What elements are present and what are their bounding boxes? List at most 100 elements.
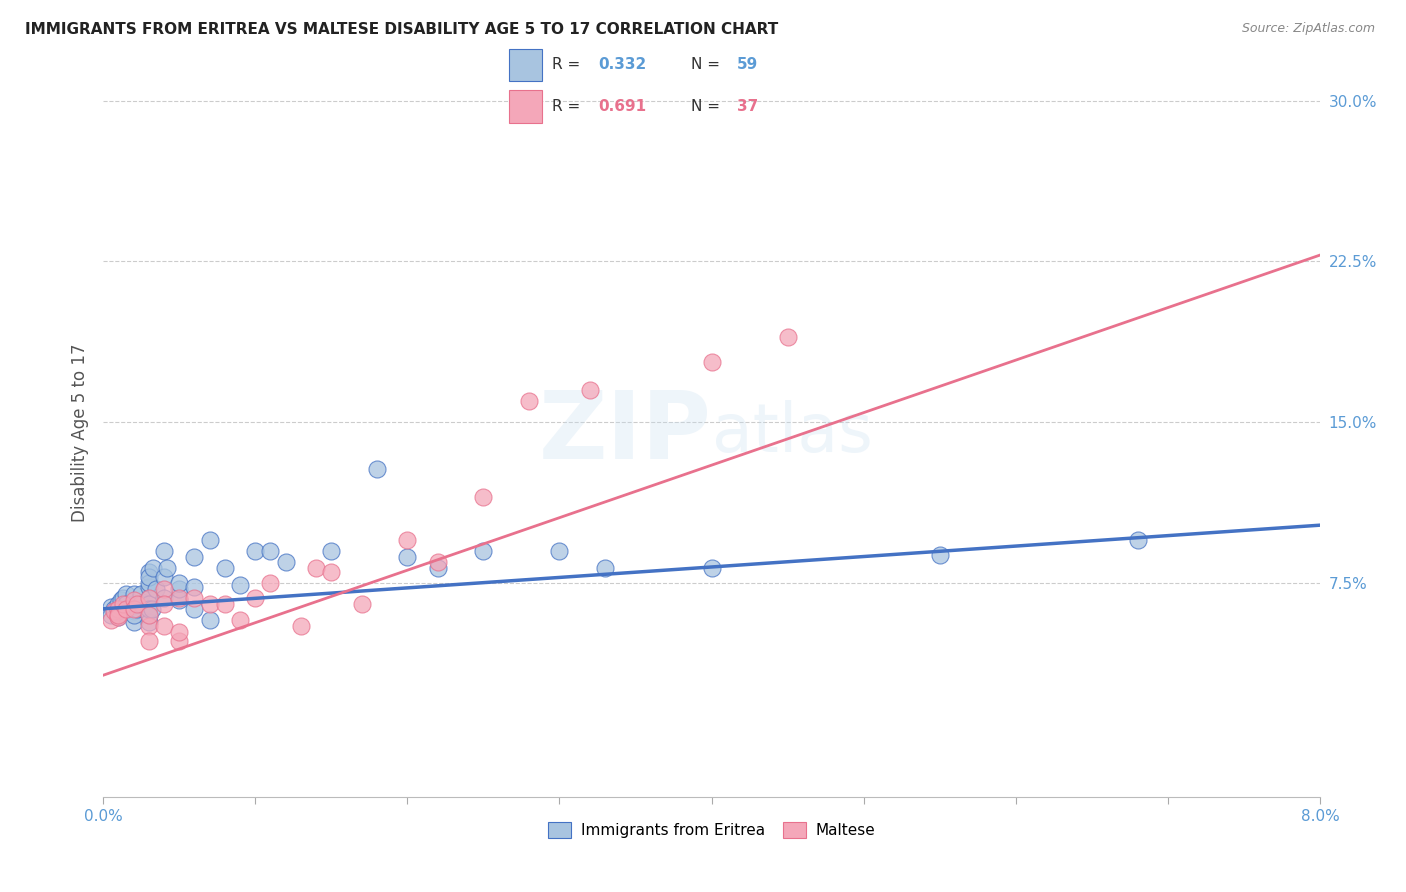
Point: [138, 591, 160, 605]
Point: [245, 591, 267, 605]
Point: [107, 610, 129, 624]
Point: [396, 550, 419, 565]
Text: 0.691: 0.691: [599, 99, 647, 114]
Point: [107, 610, 129, 624]
Point: [156, 561, 179, 575]
Point: [153, 582, 176, 597]
Text: atlas: atlas: [711, 400, 873, 466]
Point: [138, 598, 160, 612]
Point: [321, 566, 343, 580]
Text: R =: R =: [553, 99, 585, 114]
Point: [122, 608, 145, 623]
Point: [700, 561, 723, 575]
Point: [321, 544, 343, 558]
Point: [183, 580, 205, 594]
Point: [107, 601, 129, 615]
Point: [153, 619, 176, 633]
Point: [129, 587, 152, 601]
Point: [115, 598, 138, 612]
Point: [167, 625, 190, 640]
Point: [593, 561, 616, 575]
Point: [115, 601, 138, 615]
Point: [214, 598, 236, 612]
Point: [122, 604, 145, 618]
Point: [259, 576, 281, 591]
Point: [198, 598, 221, 612]
Point: [472, 544, 495, 558]
Point: [111, 591, 134, 605]
Point: [198, 533, 221, 548]
Point: [153, 544, 176, 558]
Point: [153, 598, 176, 612]
Text: R =: R =: [553, 57, 585, 72]
Point: [198, 613, 221, 627]
Point: [138, 619, 160, 633]
Point: [366, 462, 388, 476]
Point: [167, 591, 190, 605]
Point: [183, 591, 205, 605]
Point: [153, 591, 176, 605]
Point: [107, 601, 129, 615]
Point: [274, 555, 297, 569]
Point: [107, 608, 129, 623]
Point: [103, 604, 125, 618]
Point: [138, 566, 160, 580]
Text: N =: N =: [690, 99, 724, 114]
Point: [138, 576, 160, 591]
Point: [214, 561, 236, 575]
Text: 0.332: 0.332: [599, 57, 647, 72]
Text: Source: ZipAtlas.com: Source: ZipAtlas.com: [1241, 22, 1375, 36]
Point: [776, 329, 799, 343]
Point: [107, 598, 129, 612]
Point: [110, 593, 132, 607]
Y-axis label: Disability Age 5 to 17: Disability Age 5 to 17: [72, 343, 89, 522]
Point: [122, 615, 145, 629]
Point: [122, 593, 145, 607]
Point: [138, 608, 160, 623]
Point: [928, 548, 950, 562]
Point: [472, 491, 495, 505]
Point: [125, 598, 148, 612]
Legend: Immigrants from Eritrea, Maltese: Immigrants from Eritrea, Maltese: [543, 816, 882, 845]
Point: [548, 544, 571, 558]
Point: [138, 615, 160, 629]
Point: [517, 393, 540, 408]
Point: [153, 569, 176, 583]
Point: [125, 601, 148, 615]
Point: [138, 569, 160, 583]
Point: [138, 608, 160, 623]
Point: [229, 578, 252, 592]
Point: [138, 634, 160, 648]
Point: [579, 383, 602, 397]
Point: [100, 599, 122, 614]
Point: [167, 576, 190, 591]
Point: [350, 598, 373, 612]
Text: 37: 37: [737, 99, 758, 114]
Point: [426, 561, 449, 575]
Point: [700, 355, 723, 369]
Point: [141, 601, 163, 615]
Point: [290, 619, 312, 633]
Point: [183, 550, 205, 565]
Point: [167, 593, 190, 607]
Point: [122, 598, 145, 612]
Text: 59: 59: [737, 57, 758, 72]
Point: [167, 582, 190, 597]
Point: [245, 544, 267, 558]
Point: [103, 601, 125, 615]
Point: [145, 582, 167, 597]
Point: [1126, 533, 1149, 548]
Point: [100, 608, 122, 623]
Point: [129, 598, 152, 612]
Point: [115, 587, 138, 601]
Point: [138, 591, 160, 605]
Text: IMMIGRANTS FROM ERITREA VS MALTESE DISABILITY AGE 5 TO 17 CORRELATION CHART: IMMIGRANTS FROM ERITREA VS MALTESE DISAB…: [25, 22, 779, 37]
Point: [118, 601, 141, 615]
Point: [122, 587, 145, 601]
Point: [167, 634, 190, 648]
Point: [305, 561, 328, 575]
Point: [259, 544, 281, 558]
Point: [107, 604, 129, 618]
Text: ZIP: ZIP: [538, 387, 711, 479]
Bar: [509, 49, 543, 81]
